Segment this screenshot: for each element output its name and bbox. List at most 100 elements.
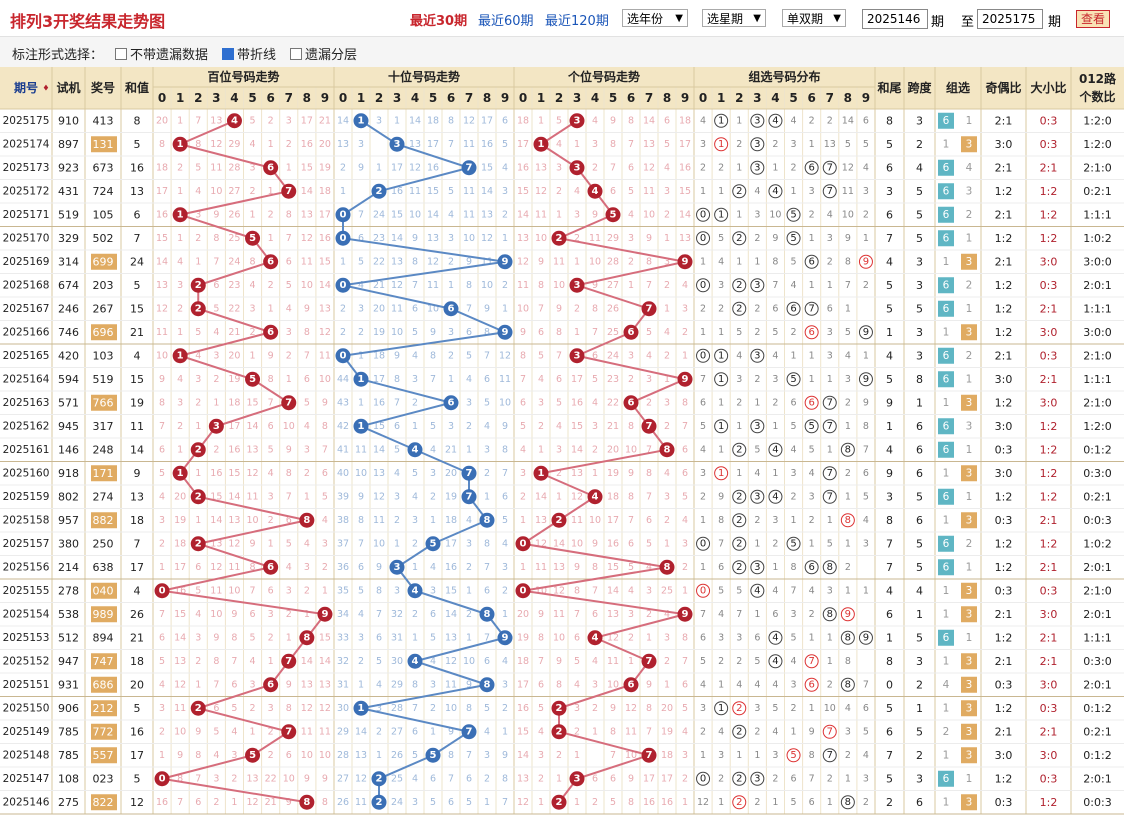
header-digit: 8 bbox=[483, 91, 491, 105]
hundreds-miss-value: 18 bbox=[319, 186, 331, 197]
header-digit: 1 bbox=[176, 91, 184, 105]
header-digit: 3 bbox=[393, 91, 401, 105]
units-miss-value: 9 bbox=[538, 256, 544, 267]
tens-ball-digit: 3 bbox=[394, 562, 401, 573]
units-miss-value: 18 bbox=[661, 750, 673, 761]
tens-miss-value: 17 bbox=[427, 139, 439, 150]
option-miss-layer[interactable]: 遗漏分层 bbox=[290, 44, 357, 63]
units-miss-value: 8 bbox=[682, 397, 688, 408]
hundreds-ball bbox=[172, 207, 188, 223]
group-digit: 2 bbox=[736, 726, 742, 737]
group-miss-value: 2 bbox=[754, 726, 760, 737]
group6-cell: 1 bbox=[943, 397, 950, 409]
span-cell: 6 bbox=[916, 443, 923, 456]
group6-badge bbox=[938, 159, 954, 176]
hundreds-miss-value: 13 bbox=[156, 280, 168, 291]
tens-ball-digit: 1 bbox=[358, 421, 365, 432]
option-with-lines[interactable]: 带折线 bbox=[222, 44, 276, 63]
group-miss-value: 2 bbox=[863, 209, 869, 220]
tens-miss-value: 6 bbox=[430, 609, 436, 620]
hundreds-miss-value: 1 bbox=[286, 374, 292, 385]
group-miss-value: 2 bbox=[754, 327, 760, 338]
route-cell: 1:1:1 bbox=[1083, 302, 1111, 315]
hundreds-ball-digit: 1 bbox=[177, 139, 184, 150]
hundreds-miss-value: 9 bbox=[322, 773, 328, 784]
units-ball-digit: 3 bbox=[574, 350, 581, 361]
tens-miss-value: 4 bbox=[430, 562, 436, 573]
hundreds-miss-value: 1 bbox=[268, 656, 274, 667]
tens-ball bbox=[371, 183, 387, 199]
big-small-cell: 1:2 bbox=[1040, 443, 1058, 456]
chevron-down-icon: ▼ bbox=[675, 13, 683, 24]
hundreds-miss-value: 3 bbox=[231, 750, 237, 761]
group-miss-value: 4 bbox=[791, 115, 797, 126]
sum-cell: 18 bbox=[130, 655, 144, 668]
hundreds-miss-value: 1 bbox=[286, 632, 292, 643]
trial-cell: 329 bbox=[58, 232, 79, 245]
tens-miss-value: 34 bbox=[337, 609, 349, 620]
recent-30-link[interactable]: 最近30期 bbox=[410, 14, 468, 29]
group-digit-circle bbox=[696, 348, 711, 363]
group6-cell: 6 bbox=[943, 303, 950, 315]
tens-ball-digit: 0 bbox=[340, 280, 347, 291]
units-miss-value: 3 bbox=[592, 421, 598, 432]
option-no-miss[interactable]: 不带遗漏数据 bbox=[115, 44, 208, 63]
checkbox[interactable] bbox=[115, 48, 127, 60]
issue-to-input[interactable]: 2025175 bbox=[977, 9, 1043, 29]
tens-ball bbox=[353, 700, 369, 716]
hundreds-miss-value: 2 bbox=[231, 773, 237, 784]
issue-from-input[interactable]: 2025146 bbox=[862, 9, 928, 29]
tens-miss-value: 1 bbox=[466, 632, 472, 643]
hundreds-ball bbox=[190, 277, 206, 293]
group-miss-value: 1 bbox=[700, 515, 706, 526]
group-miss-value: 9 bbox=[863, 397, 869, 408]
route-cell: 2:0:1 bbox=[1083, 561, 1111, 574]
tens-ball bbox=[497, 324, 513, 340]
hundreds-ball bbox=[226, 113, 242, 129]
group-miss-value: 7 bbox=[736, 609, 742, 620]
header-tail: 和尾 bbox=[876, 80, 901, 95]
tens-ball-digit: 4 bbox=[412, 656, 419, 667]
hundreds-miss-value: 12 bbox=[228, 538, 240, 549]
odd-even-cell: 1:2 bbox=[995, 702, 1013, 715]
parity-select[interactable]: 单双期 ▼ bbox=[782, 9, 846, 27]
tens-miss-value: 6 bbox=[394, 421, 400, 432]
group-miss-value: 5 bbox=[863, 139, 869, 150]
group-digit-circle bbox=[696, 231, 711, 246]
hundreds-ball-digit: 7 bbox=[285, 186, 292, 197]
hundreds-ball-digit: 5 bbox=[249, 374, 256, 385]
hundreds-ball-digit: 4 bbox=[231, 115, 238, 126]
tens-miss-value: 13 bbox=[355, 750, 367, 761]
hundreds-miss-value: 10 bbox=[301, 750, 313, 761]
hundreds-ball bbox=[317, 606, 333, 622]
year-select[interactable]: 选年份 ▼ bbox=[622, 9, 688, 27]
group-miss-value: 4 bbox=[809, 468, 815, 479]
hundreds-miss-value: 6 bbox=[213, 703, 219, 714]
span-cell: 6 bbox=[916, 514, 923, 527]
recent-120-link[interactable]: 最近120期 bbox=[545, 14, 609, 29]
prize-badge bbox=[91, 465, 117, 482]
group3-badge bbox=[961, 465, 977, 482]
tail-cell: 8 bbox=[886, 655, 893, 668]
trial-cell: 275 bbox=[58, 796, 79, 809]
group-miss-value: 1 bbox=[827, 444, 833, 455]
hundreds-miss-value: 6 bbox=[286, 750, 292, 761]
issue-cell: 2025172 bbox=[3, 185, 50, 197]
search-button[interactable]: 查看 bbox=[1076, 10, 1111, 28]
checkbox-checked[interactable] bbox=[222, 48, 234, 60]
recent-60-link[interactable]: 最近60期 bbox=[478, 14, 534, 29]
big-small-cell: 3:0 bbox=[1040, 749, 1058, 762]
weekday-select[interactable]: 选星期 ▼ bbox=[702, 9, 766, 27]
group-digit: 2 bbox=[736, 562, 742, 573]
units-ball bbox=[677, 254, 693, 270]
tens-ball-digit: 0 bbox=[340, 209, 347, 220]
tail-cell: 7 bbox=[886, 561, 893, 574]
group-digit: 6 bbox=[808, 679, 814, 690]
checkbox[interactable] bbox=[290, 48, 302, 60]
issue-cell: 2025150 bbox=[3, 702, 50, 714]
hundreds-miss-value: 3 bbox=[195, 632, 201, 643]
issue-cell: 2025166 bbox=[3, 326, 50, 338]
header-route: 012路 bbox=[1079, 71, 1117, 86]
group-miss-value: 3 bbox=[772, 374, 778, 385]
units-miss-value: 8 bbox=[628, 421, 634, 432]
